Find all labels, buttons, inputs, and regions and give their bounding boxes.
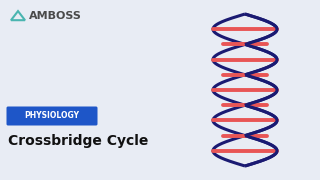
Text: Crossbridge Cycle: Crossbridge Cycle [8, 134, 148, 148]
Text: AMBOSS: AMBOSS [29, 11, 82, 21]
Text: PHYSIOLOGY: PHYSIOLOGY [25, 111, 79, 120]
FancyBboxPatch shape [6, 107, 98, 125]
